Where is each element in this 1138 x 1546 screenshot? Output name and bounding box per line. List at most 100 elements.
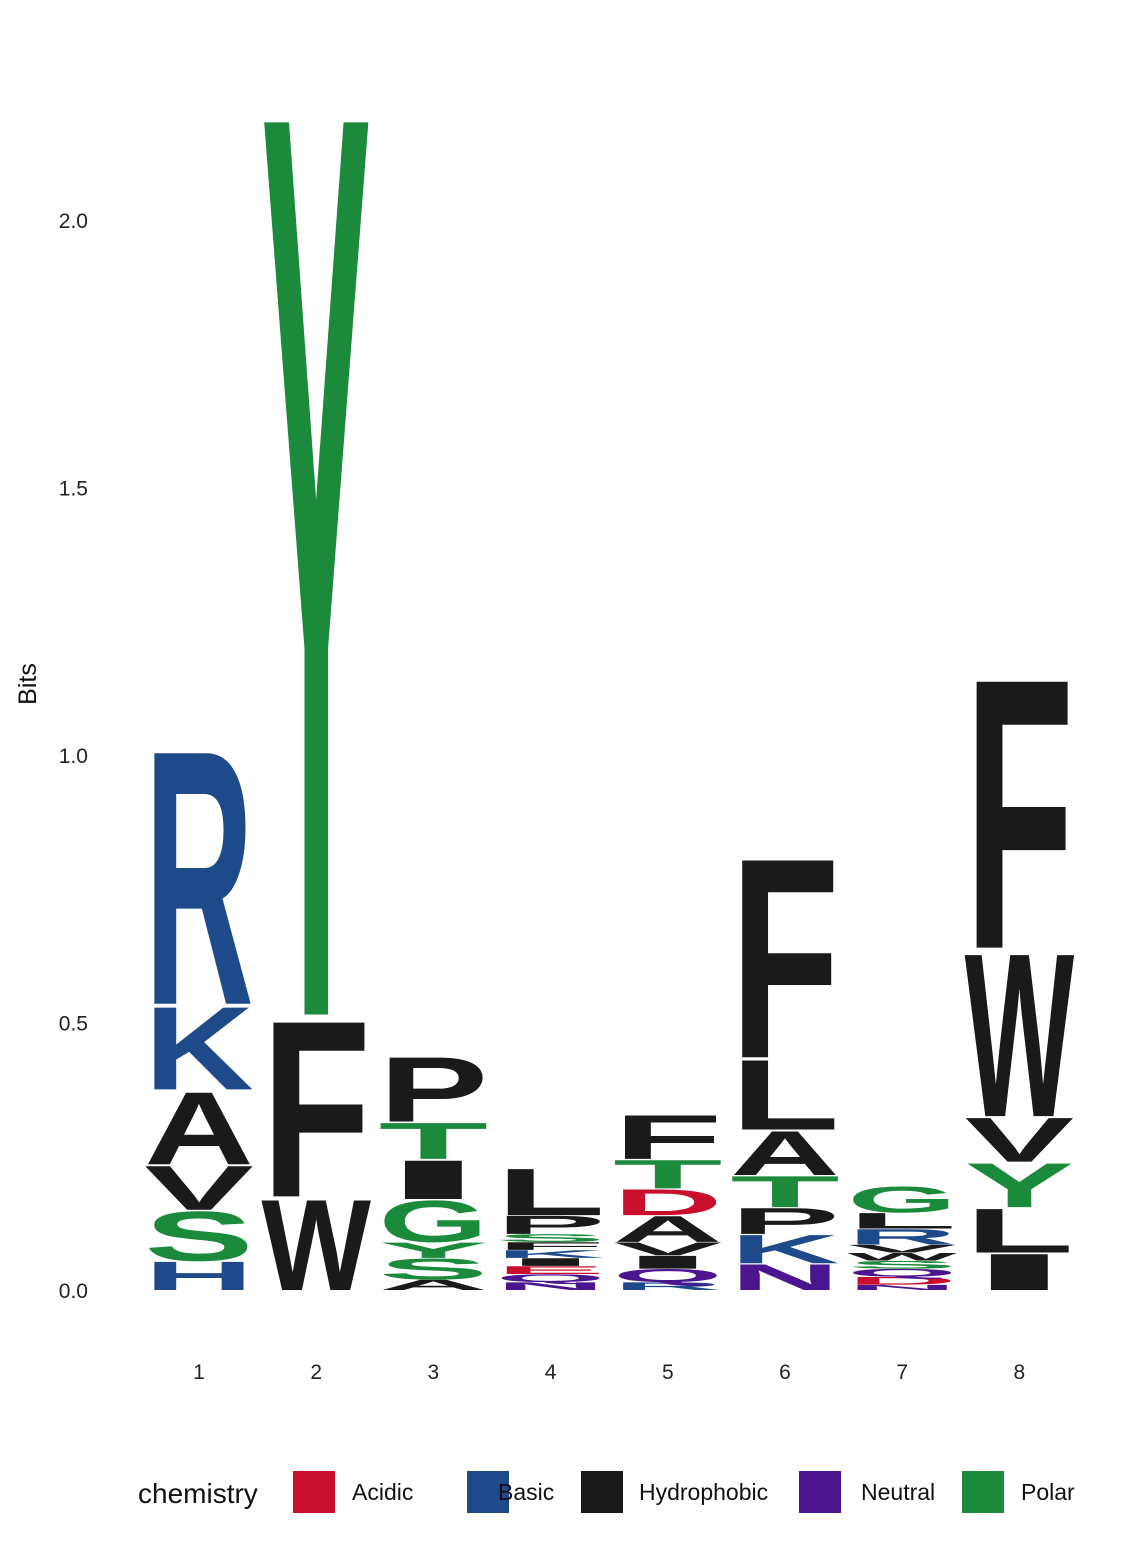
logo-letter-glyph: K	[496, 1248, 606, 1260]
logo-letter-glyph: N	[730, 1257, 840, 1298]
x-tick-label: 6	[779, 1361, 791, 1384]
legend: chemistry Acidic Basic Hydrophobic Neutral P…	[138, 1471, 1075, 1513]
x-tick-label: 4	[545, 1361, 557, 1384]
logo-letter-H: H	[144, 1253, 254, 1299]
legend-label: Neutral	[861, 1479, 935, 1505]
logo-letter-glyph: E	[496, 1264, 606, 1276]
logo-letter-D: D	[847, 1275, 957, 1287]
logo-letter-W: W	[261, 1173, 371, 1318]
logo-letter-W: W	[847, 1250, 957, 1262]
logo-letter-N: N	[496, 1280, 606, 1292]
logo-letter-V: V	[144, 1153, 254, 1223]
logo-letter-glyph: G	[379, 1189, 489, 1255]
logo-letter-Q: Q	[847, 1267, 957, 1279]
logo-letter-glyph: T	[613, 1152, 723, 1198]
legend-label: Hydrophobic	[639, 1479, 768, 1505]
logo-letter-glyph: K	[730, 1226, 840, 1272]
logo-letter-V: V	[847, 1242, 957, 1254]
legend-key-basic	[467, 1471, 509, 1513]
logo-letter-T: T	[613, 1152, 723, 1198]
legend-label: Acidic	[352, 1479, 413, 1505]
logo-letter-glyph: S	[379, 1253, 489, 1286]
logo-letter-I: I	[379, 1149, 489, 1211]
logo-letter-A: A	[379, 1277, 489, 1294]
logo-letter-glyph: L	[847, 1208, 957, 1233]
y-axis: 0.0 0.5 1.0 1.5 2.0	[59, 210, 88, 1303]
logo-letter-S: S	[144, 1196, 254, 1275]
logo-letter-glyph: K	[144, 983, 254, 1115]
legend-label: Polar	[1021, 1479, 1075, 1505]
logo-letter-glyph: Q	[496, 1272, 606, 1284]
logo-letter-glyph: P	[730, 1201, 840, 1242]
y-tick-label: 2.0	[59, 210, 88, 233]
logo-letter-E: E	[496, 1264, 606, 1276]
logo-letter-N: N	[847, 1283, 957, 1291]
logo-letter-L: L	[496, 1154, 606, 1229]
logo-letter-K: K	[144, 983, 254, 1115]
logo-letter-glyph: G	[847, 1179, 957, 1220]
logo-letter-P: P	[496, 1210, 606, 1239]
x-tick-label: 7	[896, 1361, 908, 1384]
logo-letter-glyph: V	[144, 1153, 254, 1223]
logo-letter-I: I	[496, 1256, 606, 1268]
logo-letter-I: I	[965, 1243, 1075, 1301]
logo-letter-glyph: Q	[613, 1265, 723, 1286]
x-axis: 1 2 3 4 5 6 7 8	[193, 1361, 1025, 1384]
logo-letter-glyph: N	[496, 1280, 606, 1292]
logo-letter-S: S	[847, 1258, 957, 1270]
logo-letter-glyph: N	[847, 1283, 957, 1291]
logo-letter-glyph: V	[847, 1242, 957, 1254]
logo-letter-I: I	[613, 1252, 723, 1273]
logo-letter-glyph: P	[379, 1038, 489, 1142]
y-tick-label: 0.5	[59, 1013, 88, 1036]
logo-letter-glyph: T	[730, 1167, 840, 1217]
logo-letter-L: L	[847, 1208, 957, 1233]
logo-letter-glyph: D	[847, 1275, 957, 1287]
logo-letter-D: D	[613, 1182, 723, 1223]
logo-letter-G: G	[847, 1179, 957, 1220]
logo-letter-glyph: H	[144, 1253, 254, 1299]
logo-letter-glyph: A	[730, 1118, 840, 1188]
y-tick-label: 1.0	[59, 745, 88, 768]
logo-letter-L: L	[965, 1196, 1075, 1266]
y-tick-label: 0.0	[59, 1280, 88, 1303]
logo-letter-glyph: L	[730, 1039, 840, 1151]
x-tick-label: 2	[310, 1361, 322, 1384]
logo-letter-glyph: I	[965, 1243, 1075, 1301]
logo-letter-glyph: F	[730, 799, 840, 1118]
logo-letter-F: F	[613, 1102, 723, 1172]
logo-letter-glyph: I	[496, 1256, 606, 1268]
legend-key-acidic	[293, 1471, 335, 1513]
x-tick-label: 1	[193, 1361, 205, 1384]
logo-letter-F: F	[261, 968, 371, 1250]
legend-key-hydrophobic	[581, 1471, 623, 1513]
logo-letter-glyph: P	[496, 1210, 606, 1239]
legend-title: chemistry	[138, 1478, 258, 1509]
x-tick-label: 8	[1014, 1361, 1026, 1384]
y-tick-label: 1.5	[59, 478, 88, 501]
logo-letter-glyph: R	[144, 675, 254, 1082]
x-tick-label: 5	[662, 1361, 674, 1384]
logo-letter-glyph: I	[379, 1149, 489, 1211]
logo-letter-glyph: R	[847, 1224, 957, 1249]
logo-letter-glyph: W	[847, 1250, 957, 1262]
logo-letter-glyph: R	[613, 1280, 723, 1292]
logo-letter-Y: Y	[965, 1150, 1075, 1220]
logo-letter-T: T	[730, 1167, 840, 1217]
logo-letter-P: P	[379, 1038, 489, 1142]
logo-letter-V: V	[965, 1105, 1075, 1175]
logo-letter-G: G	[379, 1189, 489, 1255]
logo-letter-glyph: T	[379, 1112, 489, 1170]
logo-letter-glyph: F	[496, 1240, 606, 1252]
logo-letter-K: K	[496, 1248, 606, 1260]
logo-letter-Q: Q	[496, 1272, 606, 1284]
logo-letter-Q: Q	[613, 1265, 723, 1286]
logo-letter-T: T	[379, 1112, 489, 1170]
